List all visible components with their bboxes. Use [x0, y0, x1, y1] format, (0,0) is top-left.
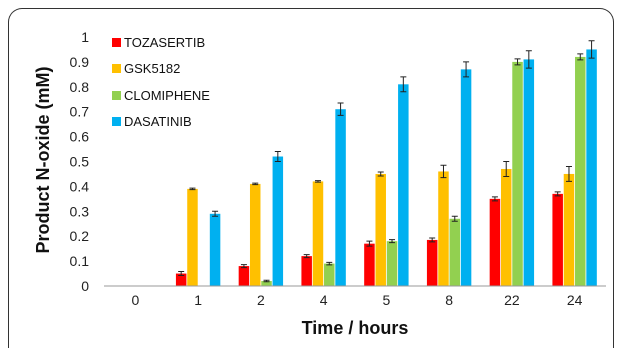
- error-bar-dasatinib: [525, 50, 532, 69]
- bar-tozasertib: [238, 266, 250, 286]
- bar-tozasertib: [552, 193, 563, 286]
- bar-gsk5182: [438, 171, 449, 286]
- bar-dasatinib: [460, 69, 472, 287]
- x-tick-labels: 0 1 2 4 5 8 22 24: [131, 292, 582, 308]
- error-bar-dasatinib: [337, 102, 344, 116]
- bar-chart: 00.10.20.30.40.50.60.70.80.91 0 1 2 4 5 8 22 24…: [33, 29, 606, 338]
- y-tick-label: 0.5: [70, 154, 90, 170]
- y-axis-title: Product N-oxide (mM): [33, 66, 53, 253]
- y-tick-label: 0.3: [70, 203, 90, 219]
- legend-swatch-tozasertib: [112, 38, 121, 47]
- x-tick-label: 5: [382, 292, 390, 308]
- error-bar-tozasertib: [554, 191, 561, 197]
- y-tick-label: 0.4: [70, 178, 90, 194]
- legend-swatch-clomiphene: [112, 91, 121, 100]
- error-bar-gsk5182: [503, 161, 510, 177]
- error-bar-tozasertib: [366, 240, 373, 247]
- y-tick-label: 0: [81, 278, 89, 294]
- bar-clomiphene: [324, 263, 335, 286]
- legend-label-clomiphene: CLOMIPHENE: [124, 88, 210, 103]
- bar-tozasertib: [364, 243, 375, 286]
- bar-dasatinib: [209, 213, 221, 286]
- y-tick-label: 0.9: [70, 54, 90, 70]
- bar-dasatinib: [272, 156, 284, 286]
- y-tick-label: 1: [81, 29, 89, 45]
- x-tick-label: 1: [194, 292, 202, 308]
- error-bar-dasatinib: [463, 61, 470, 78]
- error-bar-tozasertib: [178, 271, 185, 277]
- bar-gsk5182: [375, 173, 386, 286]
- bar-clomiphene: [575, 56, 586, 286]
- error-bar-tozasertib: [303, 254, 310, 259]
- error-bar-dasatinib: [588, 40, 595, 59]
- legend: TOZASERTIB GSK5182 CLOMIPHENE DASATINIB: [112, 35, 210, 129]
- bar-gsk5182: [500, 168, 512, 286]
- error-bar-clomiphene: [263, 279, 270, 283]
- bar-groups: [175, 40, 597, 287]
- y-tick-labels: 0 0.1 0.2 0.3 0.4 0.5 0.6 0.7 0.8 0.9 1: [70, 29, 90, 294]
- bar-clomiphene: [386, 241, 398, 286]
- x-tick-label: 8: [445, 292, 453, 308]
- x-axis-title: Time / hours: [302, 318, 409, 338]
- legend-label-gsk5182: GSK5182: [124, 61, 180, 76]
- bar-gsk5182: [312, 181, 324, 286]
- error-bar-clomiphene: [326, 261, 333, 266]
- bar-tozasertib: [175, 273, 187, 286]
- bar-gsk5182: [187, 188, 198, 286]
- y-tick-label: 0.1: [70, 253, 90, 269]
- bar-dasatinib: [398, 84, 409, 286]
- bar-tozasertib: [301, 256, 312, 286]
- legend-swatch-gsk5182: [112, 64, 121, 73]
- y-tick-label: 0.6: [70, 129, 90, 145]
- bar-clomiphene: [512, 61, 523, 287]
- error-bar-gsk5182: [440, 164, 447, 179]
- error-bar-clomiphene: [514, 58, 521, 66]
- bar-gsk5182: [249, 183, 261, 286]
- bar-clomiphene: [261, 281, 272, 286]
- error-bar-gsk5182: [377, 171, 384, 177]
- error-bar-gsk5182: [565, 165, 572, 182]
- error-bar-tozasertib: [429, 237, 436, 243]
- error-bar-gsk5182: [252, 182, 259, 186]
- bar-clomiphene: [449, 218, 461, 286]
- y-tick-label: 0.2: [70, 228, 90, 244]
- bar-tozasertib: [426, 239, 438, 286]
- error-bar-clomiphene: [577, 53, 584, 61]
- error-bar-dasatinib: [274, 151, 281, 162]
- x-tick-label: 4: [320, 292, 328, 308]
- error-bar-dasatinib: [400, 76, 407, 93]
- y-tick-label: 0.7: [70, 104, 90, 120]
- error-bar-tozasertib: [240, 264, 247, 269]
- error-bar-gsk5182: [314, 180, 321, 183]
- error-bar-tozasertib: [491, 196, 498, 202]
- x-tick-label: 24: [567, 292, 583, 308]
- legend-label-tozasertib: TOZASERTIB: [124, 35, 205, 50]
- bar-dasatinib: [523, 59, 535, 286]
- bar-dasatinib: [335, 109, 346, 287]
- y-tick-label: 0.8: [70, 79, 90, 95]
- bar-gsk5182: [563, 173, 575, 286]
- error-bar-dasatinib: [212, 210, 219, 217]
- error-bar-clomiphene: [389, 239, 396, 244]
- x-tick-label: 2: [257, 292, 265, 308]
- legend-swatch-dasatinib: [112, 117, 121, 126]
- error-bar-gsk5182: [189, 187, 196, 191]
- bar-dasatinib: [586, 49, 597, 287]
- x-tick-label: 0: [131, 292, 139, 308]
- bar-tozasertib: [489, 198, 501, 286]
- x-tick-label: 22: [504, 292, 520, 308]
- error-bar-clomiphene: [451, 215, 458, 222]
- legend-label-dasatinib: DASATINIB: [124, 114, 192, 129]
